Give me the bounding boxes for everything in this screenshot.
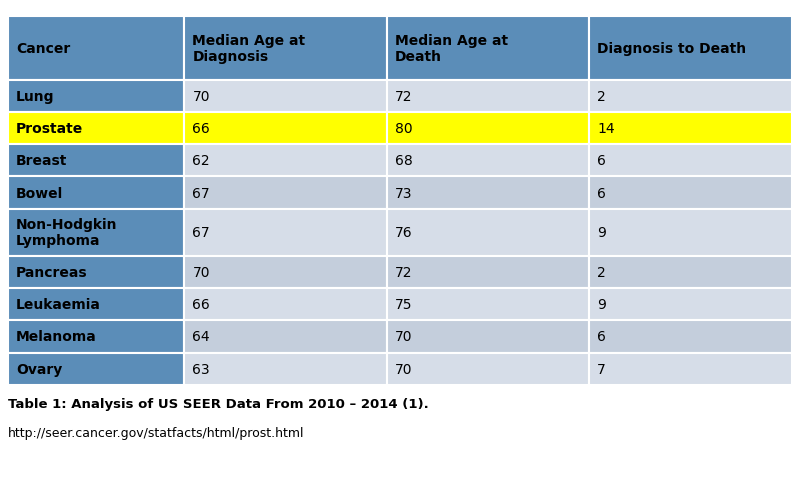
Text: 68: 68 xyxy=(394,154,413,168)
Bar xyxy=(184,353,386,385)
Bar xyxy=(184,17,386,81)
Bar xyxy=(8,17,184,81)
Bar xyxy=(386,288,589,321)
Bar xyxy=(589,17,792,81)
Text: 62: 62 xyxy=(193,154,210,168)
Bar xyxy=(386,17,589,81)
Bar xyxy=(589,209,792,256)
Text: Non-Hodgkin
Lymphoma: Non-Hodgkin Lymphoma xyxy=(16,218,118,248)
Bar xyxy=(184,81,386,113)
Bar xyxy=(8,256,184,288)
Bar xyxy=(184,256,386,288)
Bar xyxy=(8,353,184,385)
Bar xyxy=(386,209,589,256)
Text: 75: 75 xyxy=(394,298,412,312)
Bar xyxy=(184,145,386,177)
Text: Cancer: Cancer xyxy=(16,42,70,56)
Bar xyxy=(8,209,184,256)
Text: 66: 66 xyxy=(193,122,210,136)
Text: Bowel: Bowel xyxy=(16,186,63,200)
Text: Melanoma: Melanoma xyxy=(16,330,97,344)
Text: 66: 66 xyxy=(193,298,210,312)
Bar xyxy=(589,145,792,177)
Bar xyxy=(386,353,589,385)
Text: Median Age at
Diagnosis: Median Age at Diagnosis xyxy=(193,34,306,64)
Bar xyxy=(8,113,184,145)
Text: Leukaemia: Leukaemia xyxy=(16,298,101,312)
Text: 73: 73 xyxy=(394,186,412,200)
Text: 6: 6 xyxy=(597,330,606,344)
Bar xyxy=(386,113,589,145)
Bar xyxy=(589,256,792,288)
Text: Pancreas: Pancreas xyxy=(16,265,88,279)
Text: 72: 72 xyxy=(394,90,412,104)
Text: 6: 6 xyxy=(597,154,606,168)
Bar xyxy=(589,113,792,145)
Bar xyxy=(386,81,589,113)
Bar xyxy=(184,288,386,321)
Bar xyxy=(589,288,792,321)
Text: 76: 76 xyxy=(394,226,412,240)
Bar xyxy=(8,81,184,113)
Text: 7: 7 xyxy=(597,362,606,376)
Text: 9: 9 xyxy=(597,298,606,312)
Text: Prostate: Prostate xyxy=(16,122,83,136)
Bar xyxy=(386,321,589,353)
Text: 70: 70 xyxy=(193,265,210,279)
Bar xyxy=(184,113,386,145)
Text: 67: 67 xyxy=(193,226,210,240)
Text: 14: 14 xyxy=(597,122,614,136)
Bar xyxy=(8,145,184,177)
Bar xyxy=(589,81,792,113)
Bar xyxy=(386,177,589,209)
Bar xyxy=(184,177,386,209)
Text: 6: 6 xyxy=(597,186,606,200)
Bar xyxy=(184,209,386,256)
Bar xyxy=(589,177,792,209)
Bar xyxy=(8,321,184,353)
Text: Diagnosis to Death: Diagnosis to Death xyxy=(597,42,746,56)
Bar xyxy=(8,288,184,321)
Text: 70: 70 xyxy=(193,90,210,104)
Text: http://seer.cancer.gov/statfacts/html/prost.html: http://seer.cancer.gov/statfacts/html/pr… xyxy=(8,426,305,439)
Text: Lung: Lung xyxy=(16,90,54,104)
Text: Median Age at
Death: Median Age at Death xyxy=(394,34,508,64)
Text: 9: 9 xyxy=(597,226,606,240)
Text: 2: 2 xyxy=(597,90,606,104)
Text: 72: 72 xyxy=(394,265,412,279)
Text: 63: 63 xyxy=(193,362,210,376)
Text: Table 1: Analysis of US SEER Data From 2010 – 2014 (1).: Table 1: Analysis of US SEER Data From 2… xyxy=(8,397,429,410)
Text: 67: 67 xyxy=(193,186,210,200)
Bar xyxy=(184,321,386,353)
Bar xyxy=(386,256,589,288)
Text: Breast: Breast xyxy=(16,154,67,168)
Text: 80: 80 xyxy=(394,122,412,136)
Text: 64: 64 xyxy=(193,330,210,344)
Bar xyxy=(589,353,792,385)
Text: Ovary: Ovary xyxy=(16,362,62,376)
Bar xyxy=(589,321,792,353)
Text: 70: 70 xyxy=(394,330,412,344)
Text: 2: 2 xyxy=(597,265,606,279)
Text: 70: 70 xyxy=(394,362,412,376)
Bar xyxy=(386,145,589,177)
Bar xyxy=(8,177,184,209)
